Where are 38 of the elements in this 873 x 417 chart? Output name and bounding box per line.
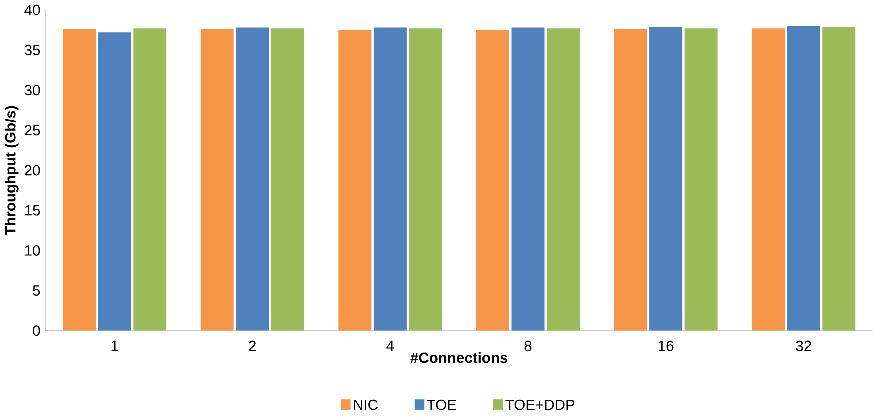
bar bbox=[822, 27, 856, 331]
bar bbox=[271, 28, 304, 331]
bar bbox=[476, 30, 510, 331]
y-tick-label: 25 bbox=[25, 125, 40, 136]
bar bbox=[512, 28, 545, 331]
y-tick-label: 5 bbox=[33, 286, 40, 296]
bar bbox=[752, 28, 786, 331]
bar bbox=[614, 29, 648, 331]
legend-label: TOE bbox=[427, 400, 456, 410]
y-tick-label: 20 bbox=[25, 165, 40, 176]
y-tick-label: 15 bbox=[25, 206, 40, 216]
bar bbox=[236, 28, 270, 331]
legend-label: TOE+DDP bbox=[506, 400, 575, 410]
x-tick-label: 2 bbox=[249, 340, 256, 352]
x-axis-title: #Connections bbox=[410, 352, 508, 364]
bar bbox=[63, 29, 96, 331]
x-tick-label: 1 bbox=[112, 340, 118, 352]
y-axis-title: Throughput (Gb/s) bbox=[4, 106, 19, 236]
bar bbox=[98, 32, 132, 331]
x-tick-label: 16 bbox=[658, 340, 674, 352]
x-tick-label: 8 bbox=[524, 340, 532, 352]
legend-label: NIC bbox=[354, 400, 378, 410]
y-tick-label: 35 bbox=[24, 45, 40, 56]
y-tick-label: 40 bbox=[24, 4, 40, 16]
x-tick-label: 4 bbox=[386, 340, 394, 352]
bar bbox=[200, 29, 234, 331]
bar bbox=[338, 30, 372, 331]
bar bbox=[650, 27, 683, 331]
bar bbox=[374, 28, 407, 331]
y-tick-label: 30 bbox=[24, 85, 40, 96]
bar bbox=[134, 28, 167, 331]
bar bbox=[547, 28, 580, 331]
x-tick-label: 32 bbox=[796, 340, 812, 352]
bar bbox=[409, 28, 442, 331]
y-tick-label: 10 bbox=[25, 246, 40, 256]
y-tick-label: 0 bbox=[33, 326, 40, 336]
bar bbox=[684, 28, 718, 331]
bar bbox=[787, 26, 820, 331]
